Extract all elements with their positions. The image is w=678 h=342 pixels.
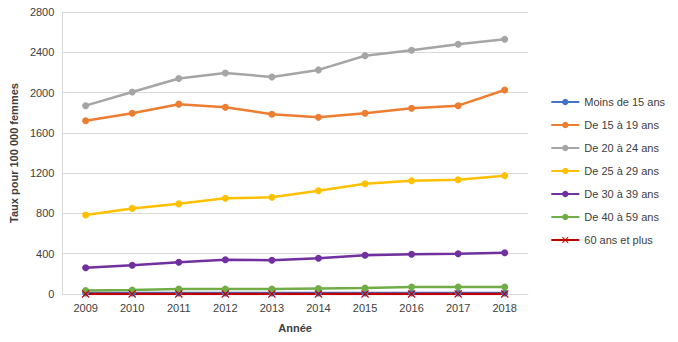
svg-text:400: 400 [36, 248, 54, 260]
svg-text:2012: 2012 [213, 302, 237, 314]
svg-text:1200: 1200 [30, 167, 54, 179]
svg-text:Année: Année [278, 322, 312, 334]
svg-text:Moins de 15 ans: Moins de 15 ans [584, 96, 665, 108]
svg-text:2014: 2014 [306, 302, 330, 314]
svg-text:800: 800 [36, 207, 54, 219]
svg-text:2800: 2800 [30, 6, 54, 18]
svg-text:Taux pour 100 000 femmes: Taux pour 100 000 femmes [8, 83, 20, 223]
svg-text:2015: 2015 [353, 302, 377, 314]
svg-text:2010: 2010 [120, 302, 144, 314]
svg-text:0: 0 [48, 288, 54, 300]
svg-text:1600: 1600 [30, 127, 54, 139]
svg-text:2400: 2400 [30, 46, 54, 58]
svg-text:De 30 à 39 ans: De 30 à 39 ans [584, 188, 659, 200]
svg-text:2013: 2013 [260, 302, 284, 314]
svg-text:De 15 à 19 ans: De 15 à 19 ans [584, 119, 659, 131]
svg-text:De 20 à 24 ans: De 20 à 24 ans [584, 142, 659, 154]
svg-text:2000: 2000 [30, 87, 54, 99]
svg-text:2017: 2017 [446, 302, 470, 314]
svg-text:60 ans et plus: 60 ans et plus [584, 234, 653, 246]
svg-text:2011: 2011 [167, 302, 191, 314]
svg-text:2018: 2018 [492, 302, 516, 314]
svg-text:2009: 2009 [73, 302, 97, 314]
svg-text:De 40 à 59 ans: De 40 à 59 ans [584, 211, 659, 223]
svg-text:2016: 2016 [399, 302, 423, 314]
svg-text:De 25 à 29 ans: De 25 à 29 ans [584, 165, 659, 177]
